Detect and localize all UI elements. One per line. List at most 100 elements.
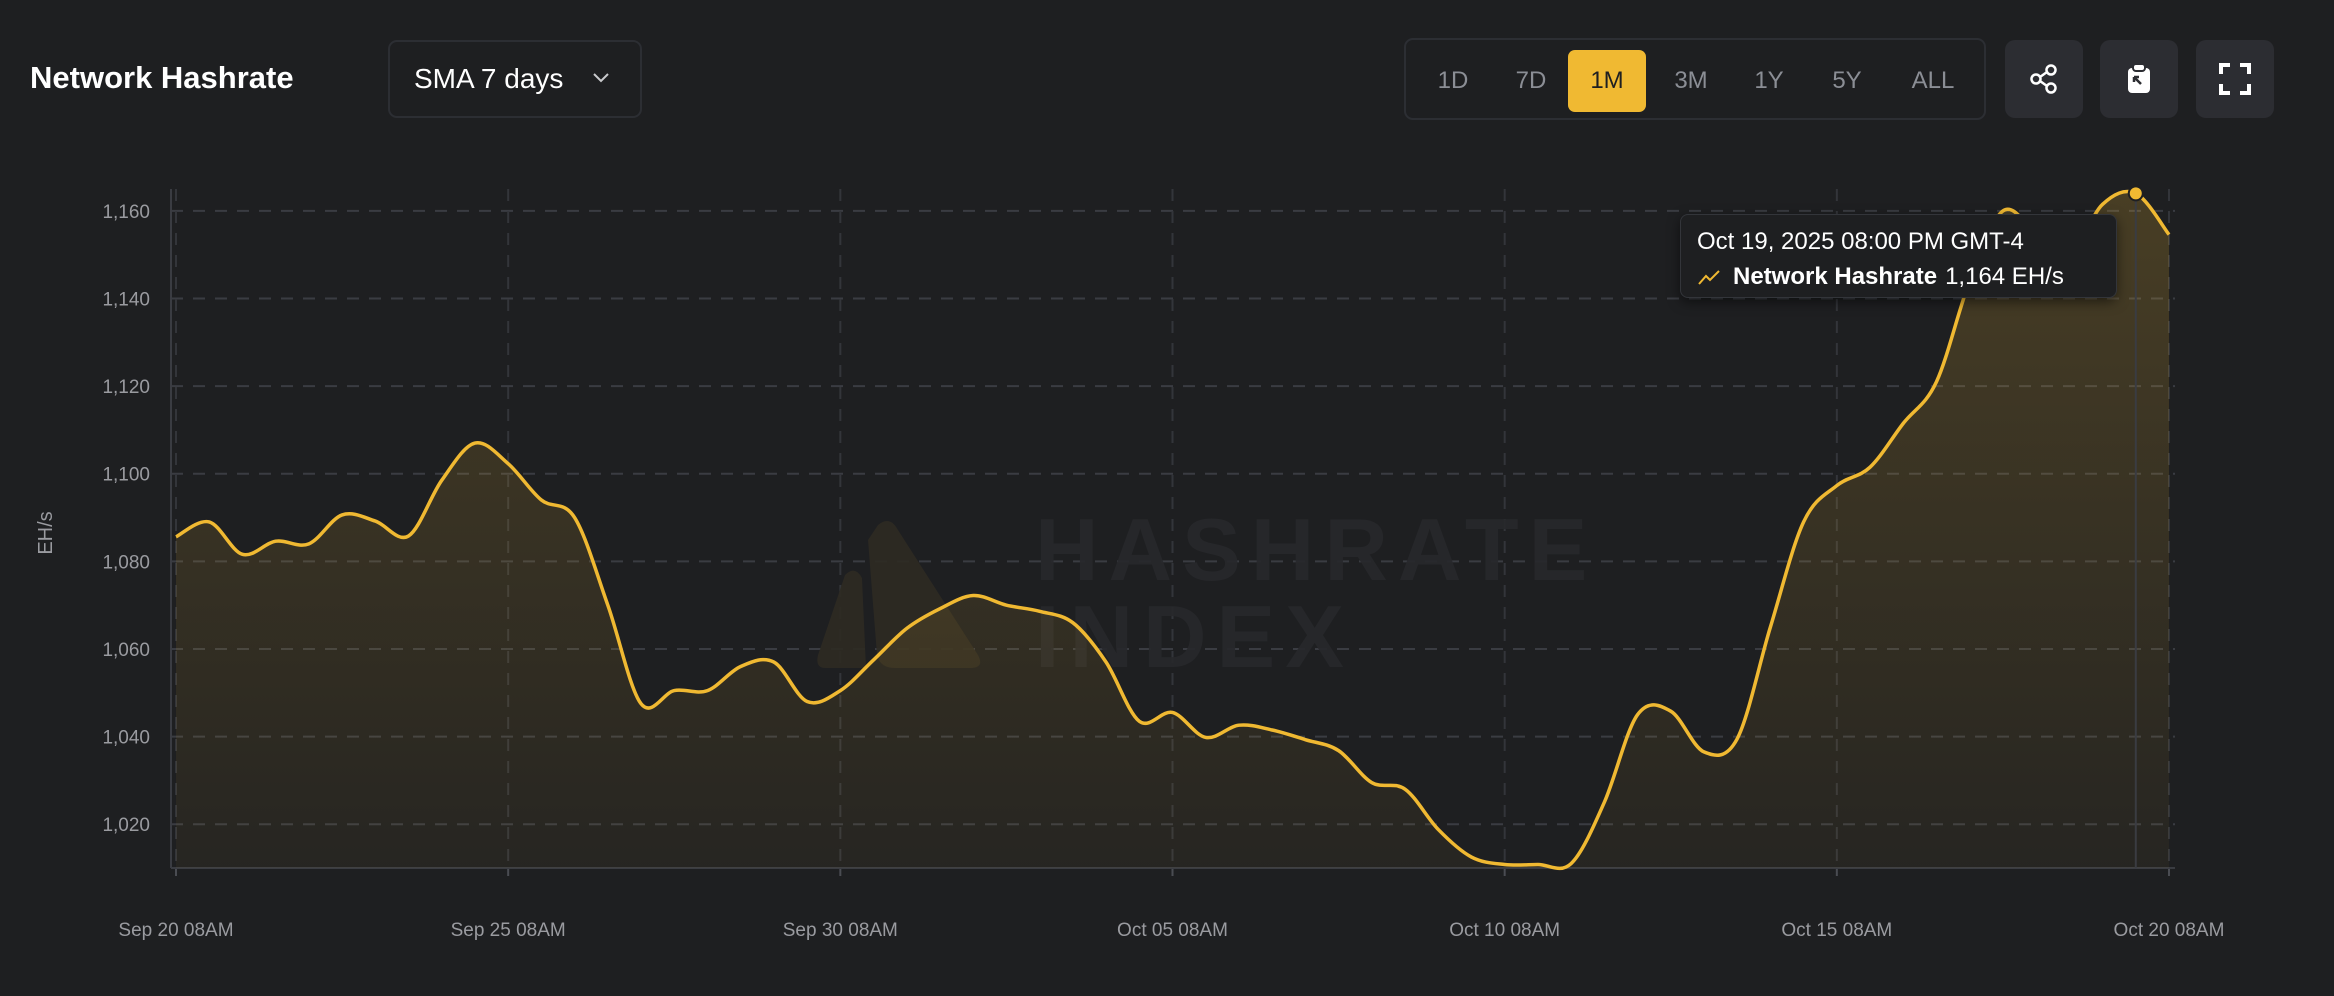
data-point xyxy=(407,534,411,538)
chevron-down-icon xyxy=(593,73,609,83)
data-point xyxy=(639,702,643,706)
data-point xyxy=(1735,737,1739,741)
data-point xyxy=(1237,723,1241,727)
y-axis-label: EH/s xyxy=(35,511,57,554)
range-5y-button[interactable]: 5Y xyxy=(1832,67,1862,94)
y-tick-label: 1,060 xyxy=(102,640,150,661)
x-tick-label: Sep 25 08AM xyxy=(451,920,566,941)
data-point xyxy=(1038,609,1042,613)
y-tick-label: 1,080 xyxy=(102,552,150,573)
x-tick-label: Oct 10 08AM xyxy=(1449,920,1560,941)
data-point xyxy=(307,542,311,546)
share-button[interactable] xyxy=(2005,40,2083,118)
data-point xyxy=(1303,738,1307,742)
x-tick-label: Oct 20 08AM xyxy=(2114,920,2225,941)
data-point xyxy=(1768,625,1772,629)
y-tick-label: 1,040 xyxy=(102,728,150,749)
data-point xyxy=(1868,465,1872,469)
data-point xyxy=(506,462,510,466)
x-tick-label: Sep 20 08AM xyxy=(118,920,233,941)
tooltip: Oct 19, 2025 08:00 PM GMT-4 Network Hash… xyxy=(1680,214,2117,298)
y-tick-label: 1,140 xyxy=(102,290,150,311)
highlighted-point xyxy=(2127,185,2144,202)
data-point xyxy=(174,535,178,539)
data-point xyxy=(473,441,477,445)
data-point xyxy=(1702,750,1706,754)
data-point xyxy=(1370,781,1374,785)
data-point xyxy=(1569,862,1573,866)
data-point xyxy=(1137,719,1141,723)
data-point xyxy=(440,478,444,482)
data-point xyxy=(1536,862,1540,866)
range-1y-button[interactable]: 1Y xyxy=(1754,67,1784,94)
watermark-line1: HASHRATE xyxy=(1035,500,1597,599)
data-point xyxy=(1171,710,1175,714)
data-point xyxy=(1204,735,1208,739)
data-point xyxy=(1669,709,1673,713)
page-title: Network Hashrate xyxy=(30,60,294,95)
x-tick-label: Oct 15 08AM xyxy=(1781,920,1892,941)
data-point xyxy=(2167,233,2171,237)
data-point xyxy=(240,552,244,556)
x-tick-label: Sep 30 08AM xyxy=(783,920,898,941)
data-point xyxy=(971,594,975,598)
data-point xyxy=(1469,855,1473,859)
y-tick-label: 1,120 xyxy=(102,377,150,398)
data-point xyxy=(872,658,876,662)
data-point xyxy=(606,603,610,607)
series-line xyxy=(175,189,2171,871)
fullscreen-button[interactable] xyxy=(2196,40,2274,118)
watermark: HASHRATE INDEX xyxy=(817,500,1597,686)
data-point xyxy=(805,700,809,704)
copy-image-button[interactable] xyxy=(2100,40,2178,118)
data-point xyxy=(2101,202,2105,206)
data-point xyxy=(1403,787,1407,791)
data-point xyxy=(1901,421,1905,425)
data-point xyxy=(1802,520,1806,524)
y-tick-label: 1,100 xyxy=(102,465,150,486)
data-point xyxy=(2001,209,2005,213)
range-1d-button[interactable]: 1D xyxy=(1437,67,1469,94)
range-selector: 1D 7D 1M 3M 1Y 5Y ALL xyxy=(1404,38,1986,120)
fullscreen-icon xyxy=(2219,63,2251,95)
clipboard-icon xyxy=(2128,63,2150,93)
data-point xyxy=(373,519,377,523)
data-point xyxy=(1436,827,1440,831)
data-point xyxy=(1934,380,1938,384)
data-point xyxy=(772,660,776,664)
data-point xyxy=(672,689,676,693)
range-7d-button[interactable]: 7D xyxy=(1515,67,1547,94)
tooltip-date: Oct 19, 2025 08:00 PM GMT-4 xyxy=(1697,228,2024,255)
data-point xyxy=(539,498,543,502)
data-point xyxy=(274,539,278,543)
y-tick-label: 1,020 xyxy=(102,815,150,836)
data-point xyxy=(1602,800,1606,804)
data-point xyxy=(1004,603,1008,607)
data-point xyxy=(1503,862,1507,866)
x-tick-label: Oct 05 08AM xyxy=(1117,920,1228,941)
data-point xyxy=(573,516,577,520)
data-point xyxy=(938,607,942,611)
data-point xyxy=(905,626,909,630)
tooltip-value: 1,164 EH/s xyxy=(1945,263,2064,290)
series-area xyxy=(176,191,2169,869)
data-point xyxy=(1636,713,1640,717)
data-point xyxy=(207,520,211,524)
data-point xyxy=(340,513,344,517)
range-3m-button[interactable]: 3M xyxy=(1674,67,1708,94)
average-select-value: SMA 7 days xyxy=(414,63,564,94)
data-point xyxy=(705,689,709,693)
data-point xyxy=(1337,749,1341,753)
y-tick-label: 1,160 xyxy=(102,202,150,223)
data-point xyxy=(1104,660,1108,664)
data-point xyxy=(1835,484,1839,488)
data-point xyxy=(1071,621,1075,625)
tooltip-series-name: Network Hashrate xyxy=(1733,263,1938,290)
average-select[interactable]: SMA 7 days xyxy=(388,40,642,118)
range-1m-button[interactable]: 1M xyxy=(1568,50,1646,112)
line-chart-icon xyxy=(1698,270,1720,285)
range-all-button[interactable]: ALL xyxy=(1911,67,1955,94)
data-point xyxy=(838,689,842,693)
share-icon xyxy=(2030,64,2057,94)
